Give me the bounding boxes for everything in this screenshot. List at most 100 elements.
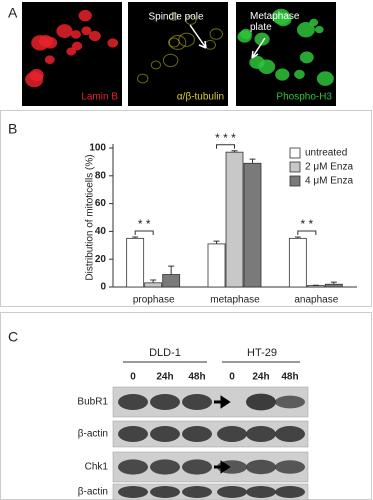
band xyxy=(275,395,305,409)
micrograph-label: Lamin B xyxy=(81,92,118,103)
y-axis-label: Distribution of mitoticells (%) xyxy=(85,154,96,280)
panel-label: C xyxy=(8,329,18,345)
bar xyxy=(144,282,163,288)
band xyxy=(275,460,305,474)
cell xyxy=(299,51,314,64)
bar xyxy=(225,151,244,288)
cell-line-label: HT-29 xyxy=(247,347,277,359)
error-bar xyxy=(168,265,175,275)
cell xyxy=(209,28,223,40)
row-label: BubR1 xyxy=(77,397,108,408)
bar xyxy=(243,162,262,288)
band xyxy=(150,426,180,442)
cell xyxy=(168,35,187,50)
panel-label: A xyxy=(8,5,18,21)
band xyxy=(118,394,148,410)
error-bar xyxy=(213,240,220,244)
micrograph xyxy=(128,2,228,106)
cell xyxy=(275,12,292,27)
row-label: Chk1 xyxy=(85,462,109,473)
arrow xyxy=(251,37,266,59)
legend-label: 4 μM Enza xyxy=(305,176,353,187)
cell xyxy=(136,73,149,84)
cell xyxy=(178,32,195,47)
band xyxy=(150,459,180,475)
cell xyxy=(294,69,305,79)
cell-line-label: DLD-1 xyxy=(149,347,181,359)
significance-label: * * * xyxy=(215,131,236,145)
band xyxy=(217,426,247,442)
y-tick-label: 100 xyxy=(89,143,106,154)
cell xyxy=(162,53,179,68)
cell xyxy=(185,15,197,25)
row-label: β-actin xyxy=(78,487,108,498)
error-bar xyxy=(249,158,256,164)
cell xyxy=(314,25,324,34)
cell xyxy=(88,30,101,42)
cell xyxy=(309,18,319,27)
lane-label: 48h xyxy=(188,372,205,383)
row-label: β-actin xyxy=(78,429,108,440)
error-bar xyxy=(294,236,301,239)
cell xyxy=(150,60,162,70)
bar xyxy=(162,274,181,288)
cell xyxy=(237,30,252,43)
significance-bracket xyxy=(216,144,235,149)
bar xyxy=(126,237,145,288)
cell xyxy=(107,38,119,48)
band xyxy=(246,459,276,475)
band xyxy=(275,486,305,498)
band xyxy=(246,393,276,411)
band xyxy=(182,394,212,410)
cell xyxy=(71,41,83,51)
bar xyxy=(306,285,325,288)
y-tick-label: 60 xyxy=(95,198,107,209)
error-bar xyxy=(132,236,139,239)
cell xyxy=(70,30,81,39)
error-bar xyxy=(150,279,157,283)
y-tick-label: 40 xyxy=(95,226,107,237)
legend-swatch xyxy=(289,175,301,187)
arrow xyxy=(214,460,231,474)
micrograph-label: Phospho-H3 xyxy=(276,92,332,103)
cell xyxy=(78,9,92,22)
lane-label: 0 xyxy=(229,372,235,383)
cell xyxy=(38,35,53,48)
band xyxy=(217,486,247,498)
band xyxy=(182,486,212,498)
significance-bracket xyxy=(297,230,317,235)
arrow xyxy=(214,395,231,409)
annotation: Spindle pole xyxy=(148,12,203,23)
band xyxy=(150,486,180,498)
bar xyxy=(288,237,307,288)
legend-label: 2 μM Enza xyxy=(305,162,353,173)
band xyxy=(182,459,212,475)
arrow xyxy=(189,24,207,49)
cell xyxy=(169,12,179,21)
micrograph-label: α/β-tubulin xyxy=(177,92,224,103)
lane-label: 48h xyxy=(281,372,298,383)
lane-label: 24h xyxy=(252,372,269,383)
band xyxy=(118,426,148,442)
band xyxy=(182,426,212,442)
lane-label: 24h xyxy=(156,372,173,383)
y-tick-label: 80 xyxy=(95,170,107,181)
bar xyxy=(207,243,226,288)
cell xyxy=(66,47,77,56)
y-tick-label: 20 xyxy=(95,254,107,265)
x-tick-label: anaphase xyxy=(294,295,338,306)
cell xyxy=(81,26,92,36)
x-tick-label: prophase xyxy=(133,295,175,306)
band xyxy=(275,426,305,442)
y-tick-label: 0 xyxy=(100,282,106,293)
significance-label: * * xyxy=(300,217,313,231)
lane-label: 0 xyxy=(130,372,136,383)
significance-bracket xyxy=(134,230,154,235)
legend-label: untreated xyxy=(305,148,347,159)
error-bar xyxy=(330,281,337,285)
error-bar xyxy=(231,150,238,153)
significance-label: * * xyxy=(138,217,151,231)
cell xyxy=(56,24,73,39)
